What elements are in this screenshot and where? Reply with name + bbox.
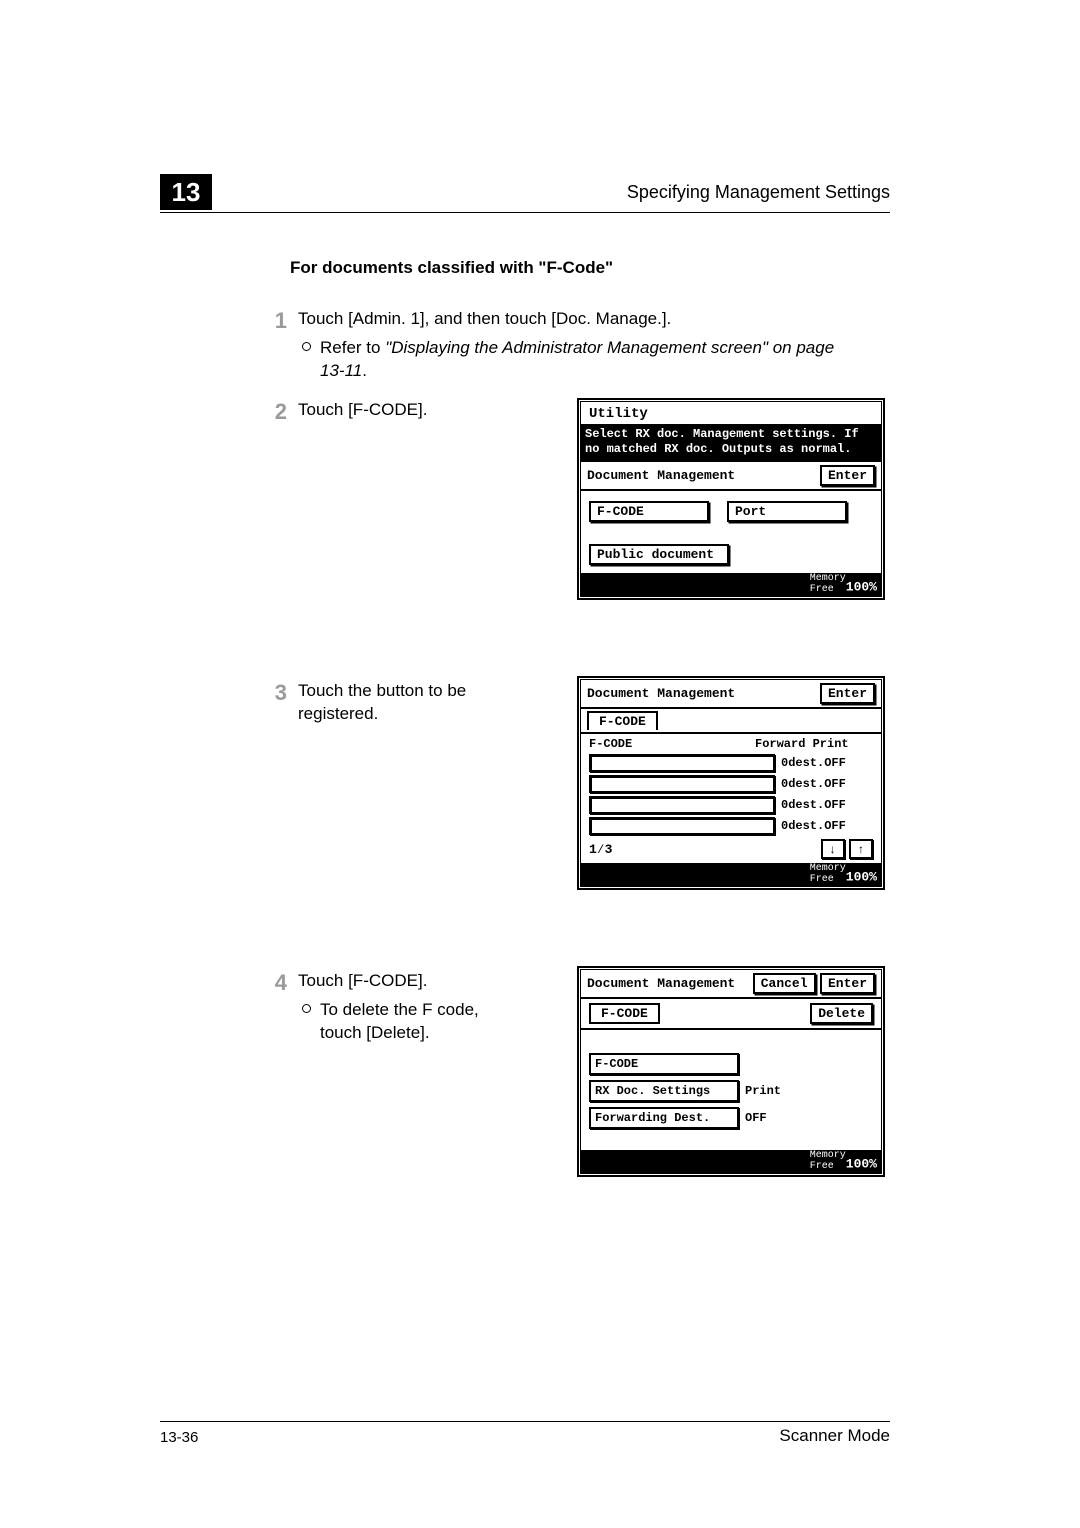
step-text: Touch [F-CODE]. (298, 970, 510, 993)
chapter-number-badge: 13 (160, 174, 212, 210)
list-row: 0dest.OFF (589, 775, 873, 793)
footer-section-title: Scanner Mode (779, 1426, 890, 1446)
lcd-footer: MemoryFree 100% (581, 573, 881, 596)
memory-label: Memory (810, 863, 846, 874)
step-text: Touch [Admin. 1], and then touch [Doc. M… (298, 308, 838, 331)
list-value: 0dest.OFF (781, 756, 873, 770)
list-slot-button[interactable] (589, 796, 775, 814)
page-indicator: 1⁄3 (589, 842, 612, 857)
substep-text: To delete the F code, touch [Delete]. (320, 1000, 479, 1042)
list-value: 0dest.OFF (781, 777, 873, 791)
bar-label: Document Management (587, 468, 735, 483)
banner-line-1: Select RX doc. Management settings. If (585, 427, 877, 442)
list-value: 0dest.OFF (781, 798, 873, 812)
footer-rule (160, 1421, 890, 1422)
free-label: Free (810, 874, 834, 885)
lcd-section-bar: Document Management Enter (581, 680, 881, 709)
rx-doc-value: Print (745, 1084, 781, 1098)
section-heading: For documents classified with "F-Code" (290, 258, 613, 278)
free-label: Free (810, 584, 834, 595)
step-text: Touch [F-CODE]. (298, 399, 427, 422)
step-2: 2 Touch [F-CODE]. (270, 399, 427, 422)
lcd-utility-title: Utility (581, 402, 881, 424)
lcd-section-bar: Document Management Enter (581, 460, 881, 491)
lcd-banner: Select RX doc. Management settings. If n… (581, 424, 881, 460)
list-row: 0dest.OFF (589, 796, 873, 814)
list-value: 0dest.OFF (781, 819, 873, 833)
step-text: Touch the button to be registered. (298, 680, 490, 726)
bar-label: Document Management (587, 686, 735, 701)
fcode-tab[interactable]: F-CODE (589, 1003, 660, 1024)
lcd-footer: MemoryFree 100% (581, 863, 881, 886)
field-row-rx: RX Doc. Settings Print (589, 1080, 873, 1102)
step-number: 2 (265, 399, 287, 425)
substep-prefix: Refer to (320, 338, 385, 357)
step-1: 1 Touch [Admin. 1], and then touch [Doc.… (270, 308, 840, 383)
list-row: 0dest.OFF (589, 817, 873, 835)
public-document-button[interactable]: Public document (589, 544, 729, 565)
lcd-screen-list: Document Management Enter F-CODE F-CODE … (577, 676, 885, 890)
fcode-tab[interactable]: F-CODE (587, 711, 658, 730)
lcd-screen-detail: Document Management Cancel Enter F-CODE … (577, 966, 885, 1177)
memory-label: Memory (810, 573, 846, 584)
step-4: 4 Touch [F-CODE]. To delete the F code, … (270, 970, 510, 1045)
lcd-footer: MemoryFree 100% (581, 1150, 881, 1173)
enter-button[interactable]: Enter (820, 683, 875, 704)
step-1-substep: Refer to "Displaying the Administrator M… (320, 337, 840, 383)
enter-button[interactable]: Enter (820, 465, 875, 486)
page-header-title: Specifying Management Settings (627, 182, 890, 203)
header-rule (160, 212, 890, 213)
step-number: 3 (265, 680, 287, 706)
memory-label: Memory (810, 1150, 846, 1161)
page-up-button[interactable]: ↑ (849, 839, 873, 859)
free-label: Free (810, 1161, 834, 1172)
memory-percent: 100% (846, 1157, 877, 1172)
bullet-icon (302, 342, 311, 351)
list-slot-button[interactable] (589, 775, 775, 793)
port-button[interactable]: Port (727, 501, 847, 522)
col-header-forward: Forward Print (755, 737, 873, 751)
lcd-body: F-CODE Port Public document (581, 491, 881, 573)
list-slot-button[interactable] (589, 754, 775, 772)
field-row-fwd: Forwarding Dest. OFF (589, 1107, 873, 1129)
page-down-button[interactable]: ↓ (821, 839, 845, 859)
list-row: 0dest.OFF (589, 754, 873, 772)
cancel-button[interactable]: Cancel (753, 973, 816, 994)
forwarding-dest-value: OFF (745, 1111, 767, 1125)
list-slot-button[interactable] (589, 817, 775, 835)
banner-line-2: no matched RX doc. Outputs as normal. (585, 442, 877, 457)
step-4-substep: To delete the F code, touch [Delete]. (320, 999, 510, 1045)
forwarding-dest-button[interactable]: Forwarding Dest. (589, 1107, 739, 1129)
fcode-button[interactable]: F-CODE (589, 501, 709, 522)
step-number: 1 (265, 308, 287, 334)
step-3: 3 Touch the button to be registered. (270, 680, 490, 726)
col-header-fcode: F-CODE (589, 737, 755, 751)
memory-percent: 100% (846, 580, 877, 595)
field-row-fcode: F-CODE (589, 1053, 873, 1075)
step-number: 4 (265, 970, 287, 996)
page: 13 Specifying Management Settings For do… (0, 0, 1080, 1528)
fcode-field-button[interactable]: F-CODE (589, 1053, 739, 1075)
bullet-icon (302, 1004, 311, 1013)
footer-page-number: 13-36 (160, 1429, 198, 1446)
substep-suffix: . (362, 361, 367, 380)
bar-label: Document Management (587, 976, 735, 991)
substep-italic-ref: "Displaying the Administrator Management… (320, 338, 834, 380)
memory-percent: 100% (846, 870, 877, 885)
enter-button[interactable]: Enter (820, 973, 875, 994)
delete-button[interactable]: Delete (810, 1003, 873, 1024)
lcd-screen-utility: Utility Select RX doc. Management settin… (577, 398, 885, 600)
rx-doc-settings-button[interactable]: RX Doc. Settings (589, 1080, 739, 1102)
lcd-section-bar: Document Management Cancel Enter (581, 970, 881, 999)
